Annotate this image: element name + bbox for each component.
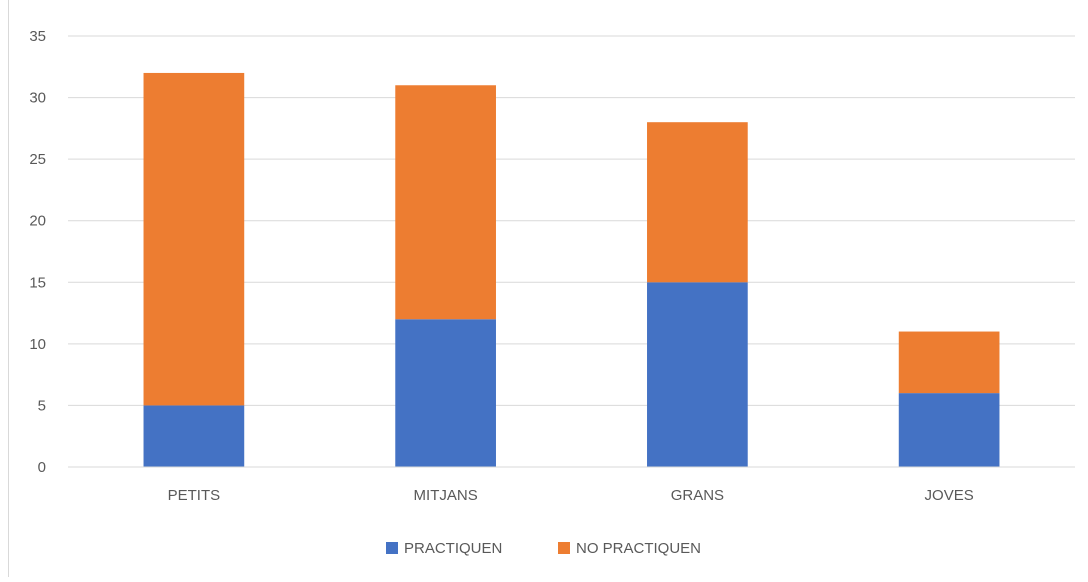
x-tick-label: MITJANS [414,487,478,504]
bar-grans-series-0 [647,282,748,467]
y-tick-label: 25 [29,151,46,168]
bar-mitjans-series-1 [395,85,496,320]
x-tick-label: PETITS [168,487,221,504]
y-tick-label: 0 [38,459,46,476]
legend: PRACTIQUEN NO PRACTIQUEN [386,540,701,557]
y-tick-label: 5 [38,397,46,414]
y-tick-label: 35 [29,28,46,45]
y-tick-label: 30 [29,90,46,107]
y-tick-label: 15 [29,274,46,291]
y-tick-label: 10 [29,336,46,353]
y-axis-tick-labels: 0 5 10 15 20 25 30 35 [29,28,46,476]
bar-joves-series-0 [898,393,1000,467]
legend-label: PRACTIQUEN [404,540,502,557]
bar-petits-series-1 [143,72,245,406]
x-tick-label: JOVES [925,487,974,504]
chart-border [8,0,9,577]
x-axis-tick-labels: PETITS MITJANS GRANS JOVES [168,487,974,504]
legend-label: NO PRACTIQUEN [576,540,701,557]
bar-grans-series-1 [647,122,748,283]
bar-petits-series-0 [143,405,245,467]
legend-swatch [386,542,398,554]
bar-mitjans-series-0 [395,319,496,467]
x-tick-label: GRANS [671,487,724,504]
bar-joves-series-1 [898,331,1000,394]
y-tick-label: 20 [29,213,46,230]
bars [143,72,1000,467]
legend-swatch [558,542,570,554]
